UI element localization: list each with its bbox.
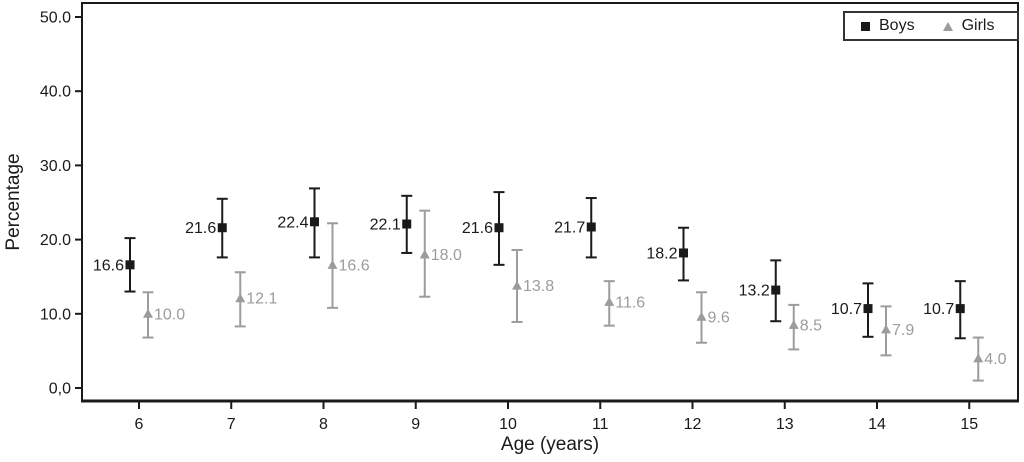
boys-marker bbox=[217, 223, 227, 233]
girls-point-label: 9.6 bbox=[708, 309, 730, 326]
y-tick-label: 10.0 bbox=[40, 306, 71, 323]
boys-point-label: 22.1 bbox=[370, 217, 401, 234]
y-tick-label: 40.0 bbox=[40, 84, 71, 101]
girls-triangle-icon bbox=[942, 21, 953, 31]
girls-point-label: 13.8 bbox=[523, 278, 554, 295]
boys-square-icon bbox=[861, 21, 870, 31]
x-tick-label: 14 bbox=[868, 416, 886, 433]
boys-marker bbox=[863, 304, 873, 314]
girls-point-label: 4.0 bbox=[984, 351, 1006, 368]
x-tick-label: 6 bbox=[135, 416, 144, 433]
legend-label-boys: Boys bbox=[879, 17, 915, 34]
boys-point-label: 18.2 bbox=[646, 245, 677, 262]
girls-marker bbox=[512, 280, 522, 290]
boys-marker bbox=[955, 304, 965, 314]
x-tick-label: 15 bbox=[960, 416, 978, 433]
x-axis-title: Age (years) bbox=[500, 434, 600, 455]
x-tick-label: 10 bbox=[499, 416, 517, 433]
boys-marker bbox=[310, 217, 319, 227]
girls-point-label: 16.6 bbox=[339, 257, 370, 274]
x-tick-label: 13 bbox=[776, 416, 794, 433]
girls-marker bbox=[419, 249, 430, 259]
boys-marker bbox=[679, 248, 688, 258]
legend-label-girls: Girls bbox=[961, 17, 995, 34]
x-tick-label: 8 bbox=[319, 416, 328, 433]
girls-marker bbox=[604, 296, 615, 306]
boys-point-label: 21.6 bbox=[462, 220, 493, 237]
boys-marker bbox=[402, 219, 412, 229]
girls-marker bbox=[327, 259, 338, 269]
boys-marker bbox=[125, 260, 135, 270]
girls-marker bbox=[973, 353, 984, 363]
girls-marker bbox=[696, 311, 707, 321]
x-tick-label: 9 bbox=[411, 416, 420, 433]
boys-marker bbox=[494, 223, 504, 233]
y-tick-label: 0,0 bbox=[49, 381, 71, 398]
legend: Boys Girls bbox=[843, 11, 1019, 41]
x-tick-label: 7 bbox=[227, 416, 236, 433]
girls-point-label: 18.0 bbox=[431, 247, 462, 264]
boys-marker bbox=[771, 285, 781, 295]
y-tick-label: 20.0 bbox=[40, 232, 71, 249]
boys-point-label: 21.7 bbox=[554, 219, 585, 236]
boys-point-label: 21.6 bbox=[185, 220, 216, 237]
girls-marker bbox=[235, 293, 246, 303]
girls-point-label: 8.5 bbox=[800, 317, 822, 334]
y-tick-label: 50.0 bbox=[40, 10, 71, 27]
y-tick-label: 30.0 bbox=[40, 158, 71, 175]
girls-marker bbox=[881, 324, 891, 334]
boys-point-label: 10.7 bbox=[923, 301, 954, 318]
x-tick-label: 12 bbox=[684, 416, 702, 433]
girls-marker bbox=[788, 319, 799, 329]
girls-point-label: 12.1 bbox=[246, 291, 277, 308]
y-axis-title: Percentage bbox=[3, 153, 24, 251]
girls-marker bbox=[143, 308, 153, 318]
x-tick-label: 11 bbox=[592, 416, 609, 433]
girls-point-label: 7.9 bbox=[892, 322, 914, 339]
boys-point-label: 16.6 bbox=[93, 257, 124, 274]
legend-item-boys: Boys bbox=[861, 17, 915, 35]
legend-item-girls: Girls bbox=[942, 17, 995, 35]
girls-point-label: 10.0 bbox=[154, 306, 185, 323]
boys-marker bbox=[586, 222, 596, 232]
boys-point-label: 10.7 bbox=[831, 301, 862, 318]
boys-point-label: 22.4 bbox=[277, 214, 308, 231]
girls-point-label: 11.6 bbox=[615, 294, 645, 311]
boys-point-label: 13.2 bbox=[739, 283, 770, 300]
